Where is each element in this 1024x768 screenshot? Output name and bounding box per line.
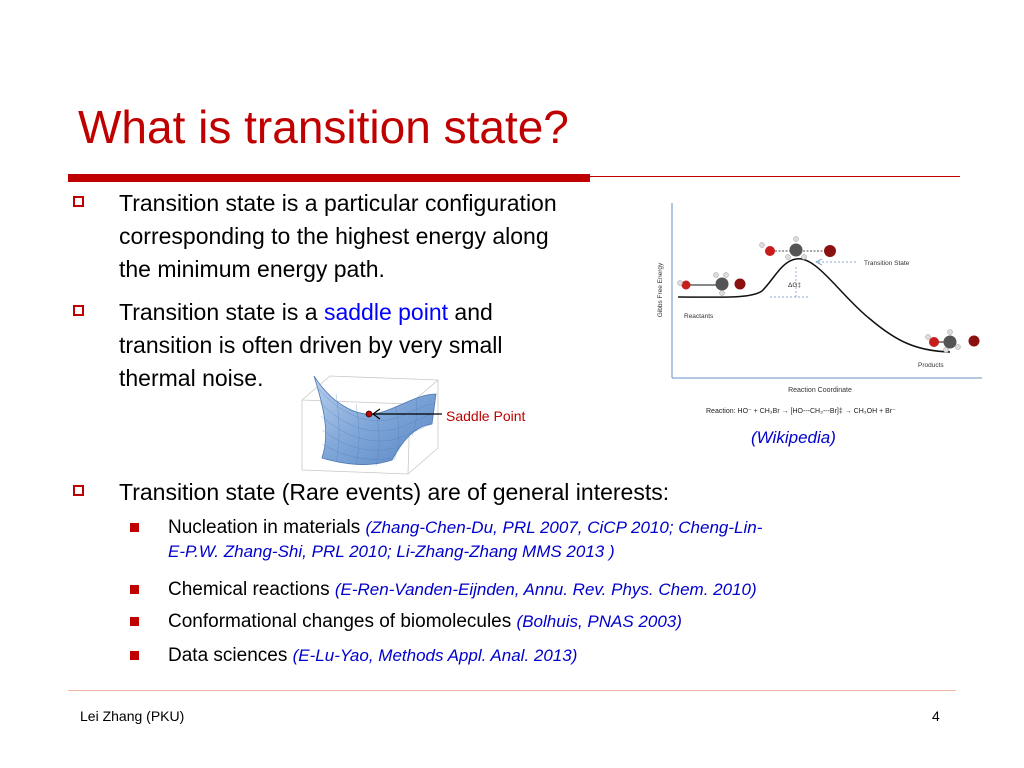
sub-bullet-chemical: Chemical reactions (E-Ren-Vanden-Eijnden… xyxy=(130,578,757,602)
citation: (E-Lu-Yao, Methods Appl. Anal. 2013) xyxy=(292,646,578,665)
filled-square-bullet-icon xyxy=(130,523,139,532)
bullet-1-line: the minimum energy path. xyxy=(119,256,385,282)
filled-square-bullet-icon xyxy=(130,617,139,626)
saddle-surface xyxy=(313,375,437,465)
energy-diagram-figure: Gibbs Free Energy Reaction Coordinate ΔG… xyxy=(657,203,982,415)
bullet-1-text: Transition state is a particular configu… xyxy=(119,187,557,286)
citation: E-P.W. Zhang-Shi, PRL 2010; Li-Zhang-Zha… xyxy=(168,542,615,561)
sub-bullet-data-sciences: Data sciences (E-Lu-Yao, Methods Appl. A… xyxy=(130,644,577,668)
slide-title: What is transition state? xyxy=(78,101,569,153)
page-number: 4 xyxy=(932,708,940,724)
saddle-surface-figure xyxy=(301,375,442,475)
bullet-1-line: corresponding to the highest energy alon… xyxy=(119,223,549,249)
bullet-1-line: Transition state is a particular configu… xyxy=(119,190,557,216)
citation: (Bolhuis, PNAS 2003) xyxy=(516,612,682,631)
title-underline-thick xyxy=(68,174,590,182)
transition-molecule-icon xyxy=(759,236,836,260)
hollow-square-bullet-icon xyxy=(73,196,84,207)
energy-curve xyxy=(677,258,951,353)
sub-bullet-biomolecules: Conformational changes of biomolecules (… xyxy=(130,610,682,634)
filled-square-bullet-icon xyxy=(130,585,139,594)
sub-bullet-label: Chemical reactions xyxy=(168,579,330,600)
saddle-point-label: Saddle Point xyxy=(446,408,526,424)
reaction-equation: Reaction: HO⁻ + CH₃Br → [HO---CH₃---Br]‡… xyxy=(706,408,896,415)
bullet-2-line: thermal noise. xyxy=(119,365,264,391)
bullet-3-line: Transition state (Rare events) are of ge… xyxy=(119,479,670,505)
sub-bullet-text: Nucleation in materials (Zhang-Chen-Du, … xyxy=(168,516,762,564)
bullet-1: Transition state is a particular configu… xyxy=(73,187,557,286)
x-axis-label: Reaction Coordinate xyxy=(788,387,852,394)
arrow-icon xyxy=(371,408,381,420)
sub-bullet-label: Nucleation in materials xyxy=(168,517,361,538)
citation: (Zhang-Chen-Du, PRL 2007, CiCP 2010; Che… xyxy=(365,518,763,537)
arrow-icon xyxy=(815,258,823,266)
bullet-2-line: Transition state is a saddle point and xyxy=(119,296,503,329)
bullet-2-line: transition is often driven by very small xyxy=(119,332,503,358)
sub-bullet-text: Data sciences (E-Lu-Yao, Methods Appl. A… xyxy=(168,644,577,668)
products-label: Products xyxy=(918,362,944,369)
hollow-square-bullet-icon xyxy=(73,485,84,496)
title-underline-thin xyxy=(590,176,960,177)
y-axis-label: Gibbs Free Energy xyxy=(657,262,664,317)
product-molecule-icon xyxy=(925,329,980,353)
saddle-point-highlight: saddle point xyxy=(323,299,449,325)
bullet-2: Transition state is a saddle point and t… xyxy=(73,296,503,395)
bullet-2-text-start: Transition state is a xyxy=(119,299,324,325)
bullet-3-text: Transition state (Rare events) are of ge… xyxy=(119,476,669,509)
reactants-label: Reactants xyxy=(684,313,714,320)
sub-bullet-label: Conformational changes of biomolecules xyxy=(168,611,512,632)
sub-bullet-nucleation: Nucleation in materials (Zhang-Chen-Du, … xyxy=(130,516,762,564)
hollow-square-bullet-icon xyxy=(73,305,84,316)
sub-bullet-label: Data sciences xyxy=(168,645,288,666)
footer-author: Lei Zhang (PKU) xyxy=(80,708,185,724)
bullet-2-text-end: and xyxy=(448,299,493,325)
sub-bullet-text: Conformational changes of biomolecules (… xyxy=(168,610,682,634)
delta-g-label: ΔG‡ xyxy=(788,282,801,289)
bullet-3: Transition state (Rare events) are of ge… xyxy=(73,476,669,509)
saddle-point-marker xyxy=(365,410,373,418)
filled-square-bullet-icon xyxy=(130,651,139,660)
bullet-2-text: Transition state is a saddle point and t… xyxy=(119,296,503,395)
reactant-molecule-icon xyxy=(677,272,746,296)
sub-bullet-text: Chemical reactions (E-Ren-Vanden-Eijnden… xyxy=(168,578,757,602)
citation: (E-Ren-Vanden-Eijnden, Annu. Rev. Phys. … xyxy=(334,580,757,599)
figure-source-citation: (Wikipedia) xyxy=(751,428,836,447)
transition-state-label: Transition State xyxy=(864,260,910,267)
footer-divider xyxy=(68,690,956,691)
